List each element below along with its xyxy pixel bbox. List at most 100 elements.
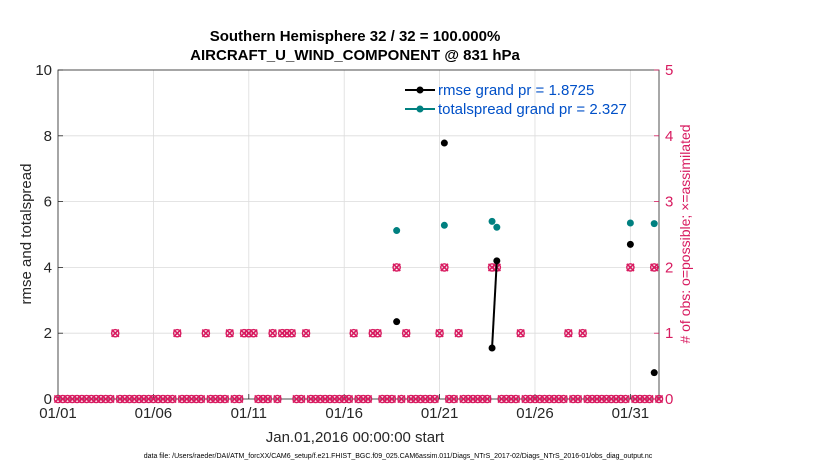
obs-possible-marker: [273, 394, 282, 404]
obs-possible-marker: [172, 328, 182, 338]
obs-possible-marker: [420, 394, 430, 404]
obs-possible-marker: [153, 394, 163, 404]
obs-possible-marker: [521, 394, 530, 404]
obs-possible-marker: [82, 394, 91, 404]
obs-possible-marker: [306, 394, 316, 404]
obs-assimilated-marker: [435, 329, 444, 338]
data-marks: [53, 139, 664, 404]
legend-spread-label: totalspread grand pr = 2.327: [438, 101, 627, 118]
obs-possible-marker: [621, 394, 630, 404]
obs-possible-marker: [225, 328, 235, 338]
y-axis-label: rmse and totalspread: [18, 164, 35, 305]
obs-possible-marker: [358, 394, 368, 404]
y-tick-label: 10: [35, 62, 52, 79]
obs-possible-marker: [540, 394, 549, 404]
obs-possible-marker: [630, 394, 640, 404]
obs-possible-marker: [468, 394, 478, 404]
totalspread-point: [626, 219, 634, 227]
obs-possible-marker: [230, 394, 239, 404]
obs-possible-marker: [125, 394, 134, 404]
y-tick-label: 6: [44, 194, 52, 211]
obs-possible-marker: [106, 394, 115, 404]
obs-assimilated-marker: [430, 394, 439, 404]
totalspread-point: [393, 227, 401, 235]
obs-possible-marker: [91, 394, 101, 404]
obs-possible-marker: [349, 328, 359, 338]
obs-possible-marker: [435, 328, 444, 338]
obs-assimilated-marker: [573, 394, 583, 404]
obs-assimilated-marker: [106, 394, 115, 404]
obs-possible-marker: [330, 394, 339, 404]
grid: [57, 69, 659, 400]
legend-rmse-label: rmse grand pr = 1.8725: [438, 82, 594, 99]
obs-possible-marker: [277, 328, 287, 338]
obs-possible-marker: [406, 394, 416, 404]
obs-assimilated-marker: [449, 394, 459, 404]
obs-possible-marker: [206, 394, 215, 404]
chart-title: Southern Hemisphere 32 / 32 = 100.000%: [210, 28, 501, 45]
x-tick-label: 01/21: [421, 405, 459, 422]
rmse-point: [650, 369, 658, 377]
obs-assimilated-marker: [196, 394, 206, 404]
obs-possible-marker: [640, 394, 649, 404]
obs-possible-marker: [449, 394, 459, 404]
obs-possible-marker: [578, 328, 587, 338]
obs-possible-marker: [316, 394, 325, 404]
rmse-line: [491, 260, 498, 349]
plot-frame: [57, 69, 660, 400]
obs-possible-marker: [201, 328, 211, 338]
obs-possible-marker: [149, 394, 158, 404]
obs-assimilated-marker: [373, 329, 382, 338]
obs-possible-marker: [339, 394, 349, 404]
y2-tick-label: 2: [665, 259, 673, 276]
obs-possible-marker: [411, 394, 421, 404]
totalspread-point: [650, 220, 658, 228]
x-tick-label: 01/26: [516, 405, 554, 422]
obs-assimilated-marker: [111, 329, 120, 338]
obs-possible-marker: [220, 394, 230, 404]
obs-possible-marker: [63, 394, 72, 404]
obs-possible-marker: [249, 328, 258, 338]
obs-possible-marker: [344, 394, 354, 404]
obs-possible-marker: [239, 328, 249, 338]
obs-possible-marker: [473, 394, 483, 404]
obs-possible-marker: [373, 328, 382, 338]
y2-tick-label: 4: [665, 128, 673, 145]
obs-possible-marker: [187, 394, 196, 404]
obs-possible-marker: [530, 394, 540, 404]
x-tick-label: 01/01: [39, 405, 77, 422]
obs-assimilated-marker: [578, 329, 587, 338]
obs-assimilated-marker: [387, 394, 397, 404]
obs-possible-marker: [482, 394, 492, 404]
obs-assimilated-marker: [220, 394, 230, 404]
obs-possible-marker: [616, 394, 626, 404]
obs-possible-marker: [459, 394, 468, 404]
obs-possible-marker: [120, 394, 130, 404]
obs-possible-marker: [611, 394, 621, 404]
obs-assimilated-marker: [287, 329, 296, 338]
obs-possible-marker: [511, 394, 521, 404]
obs-possible-marker: [354, 394, 363, 404]
obs-possible-marker: [478, 394, 487, 404]
obs-possible-marker: [525, 394, 535, 404]
obs-assimilated-marker: [516, 329, 525, 338]
obs-possible-marker: [296, 394, 306, 404]
obs-assimilated-marker: [225, 329, 234, 338]
obs-possible-marker: [53, 394, 63, 404]
totalspread-point: [493, 223, 501, 231]
y-axis-right: 0 1 2 3 4 5: [654, 62, 673, 408]
obs-possible-marker: [258, 394, 268, 404]
obs-possible-marker: [387, 394, 397, 404]
obs-possible-marker: [544, 394, 554, 404]
obs-assimilated-marker: [392, 263, 401, 272]
legend-rmse-marker: [416, 86, 424, 94]
obs-possible-marker: [196, 394, 206, 404]
rmse-point: [493, 257, 501, 265]
legend: rmse grand pr = 1.8725 totalspread grand…: [405, 82, 627, 118]
legend-spread-marker: [416, 105, 424, 113]
obs-possible-marker: [554, 394, 564, 404]
obs-assimilated-marker: [249, 329, 258, 338]
chart-subtitle: AIRCRAFT_U_WIND_COMPONENT @ 831 hPa: [190, 47, 520, 64]
x-tick-label: 01/11: [231, 405, 267, 422]
